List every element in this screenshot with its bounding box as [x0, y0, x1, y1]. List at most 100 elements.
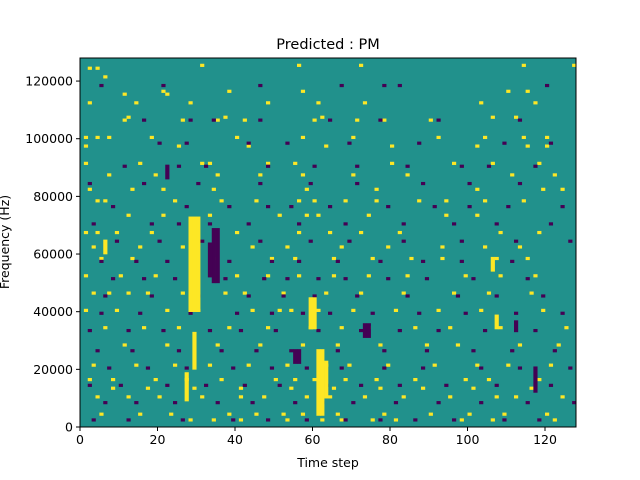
heatmap-cell-high: [122, 343, 127, 347]
heatmap-cell-low: [173, 401, 178, 405]
heatmap-cell-low: [382, 83, 387, 88]
heatmap-cell-high: [537, 161, 542, 165]
heatmap-cell-low: [285, 277, 290, 281]
heatmap-cell-high: [95, 135, 100, 140]
heatmap-cell-high: [339, 418, 344, 422]
heatmap-cell-high: [521, 199, 526, 203]
heatmap-cell-high: [126, 395, 131, 399]
heatmap-cell-high: [362, 101, 368, 105]
heatmap-cell-low: [328, 311, 333, 315]
heatmap-cell-low: [281, 294, 286, 298]
heatmap-cell-low: [215, 401, 220, 405]
heatmap-cell-low: [176, 164, 182, 168]
heatmap-cell-low: [347, 141, 352, 145]
heatmap-cell-low: [157, 141, 162, 145]
heatmap-cell-low: [231, 418, 236, 422]
heatmap-cell-low: [297, 222, 302, 226]
heatmap-cell-high: [173, 363, 178, 367]
heatmap-cell-low: [421, 366, 426, 370]
heatmap-cell-low: [502, 418, 507, 422]
heatmap-cell-high: [452, 291, 457, 295]
heatmap-cell-low: [463, 311, 468, 315]
heatmap-cell-high: [390, 144, 395, 148]
heatmap-cell-low: [351, 401, 356, 405]
heatmap-run-high: [312, 297, 317, 330]
heatmap-cell-high: [138, 245, 143, 249]
heatmap-cell-low: [494, 222, 499, 226]
heatmap-cell-low: [300, 311, 306, 315]
heatmap-cell-low: [421, 259, 426, 263]
heatmap-cell-low: [130, 349, 135, 353]
heatmap-cell-low: [95, 349, 100, 353]
heatmap-cell-high: [180, 245, 185, 249]
heatmap-cell-low: [405, 164, 410, 168]
heatmap-cell-high: [397, 230, 402, 235]
heatmap-cell-high: [424, 343, 430, 347]
heatmap-cell-high: [517, 245, 523, 249]
heatmap-cell-high: [114, 230, 120, 235]
heatmap-cell-high: [409, 256, 414, 261]
heatmap-cell-high: [374, 377, 379, 382]
heatmap-cell-high: [277, 213, 282, 217]
heatmap-cell-low: [111, 205, 116, 209]
heatmap-run-low: [366, 323, 371, 338]
heatmap-cell-high: [312, 377, 317, 382]
heatmap-cell-low: [343, 277, 348, 281]
heatmap-cell-high: [258, 173, 263, 177]
heatmap-cell-high: [281, 412, 286, 416]
heatmap-cell-low: [417, 311, 422, 315]
heatmap-cell-low: [471, 349, 476, 353]
heatmap-cell-high: [514, 115, 519, 119]
heatmap-cell-high: [297, 63, 302, 67]
heatmap-cell-high: [161, 187, 166, 191]
heatmap-cell-high: [366, 213, 371, 217]
heatmap-cell-high: [548, 363, 554, 367]
heatmap-cell-low: [258, 118, 263, 122]
heatmap-cell-high: [421, 386, 426, 390]
heatmap-cell-low: [165, 259, 170, 263]
y-axis-label: Frequency (Hz): [0, 195, 12, 289]
heatmap-cell-low: [413, 418, 418, 422]
heatmap-cell-high: [331, 274, 337, 278]
heatmap-cell-high: [83, 274, 89, 278]
heatmap-cell-low: [285, 141, 290, 145]
heatmap-cell-high: [149, 230, 154, 235]
heatmap-cell-high: [382, 412, 387, 416]
heatmap-cell-high: [300, 135, 306, 140]
heatmap-cell-low: [548, 141, 554, 145]
heatmap-cell-high: [343, 199, 348, 203]
heatmap-cell-high: [107, 135, 112, 140]
heatmap-cell-high: [227, 412, 232, 416]
heatmap-cell-low: [142, 277, 147, 281]
heatmap-cell-low: [517, 118, 523, 122]
heatmap-cell-high: [316, 101, 321, 105]
heatmap-cell-high: [215, 118, 220, 122]
heatmap-cell-high: [297, 274, 302, 278]
x-tick-label: 100: [456, 432, 480, 447]
heatmap-cell-high: [277, 308, 282, 312]
heatmap-cell-high: [328, 230, 333, 235]
heatmap-cell-low: [111, 277, 116, 281]
heatmap-cell-high: [169, 412, 174, 416]
heatmap-cell-low: [339, 83, 344, 88]
heatmap-cell-high: [304, 213, 309, 217]
heatmap-cell-low: [533, 164, 538, 168]
heatmap-cell-low: [401, 239, 406, 243]
heatmap-cell-high: [401, 395, 406, 399]
heatmap-cell-high: [83, 144, 89, 148]
heatmap-cell-low: [258, 181, 263, 186]
heatmap-cell-high: [223, 115, 228, 119]
heatmap-cell-high: [95, 230, 100, 235]
heatmap-cell-high: [448, 326, 453, 330]
heatmap-cell-high: [293, 256, 298, 261]
heatmap-cell-low: [207, 222, 213, 226]
heatmap-cell-high: [374, 187, 379, 191]
heatmap-cell-high: [300, 89, 306, 93]
heatmap-cell-high: [541, 308, 546, 312]
heatmap-cell-high: [103, 199, 108, 203]
heatmap-cell-low: [142, 118, 147, 122]
heatmap-cell-low: [328, 118, 333, 122]
heatmap-cell-high: [545, 144, 550, 148]
y-tick-label: 0: [65, 420, 73, 435]
heatmap-cell-high: [483, 245, 488, 249]
